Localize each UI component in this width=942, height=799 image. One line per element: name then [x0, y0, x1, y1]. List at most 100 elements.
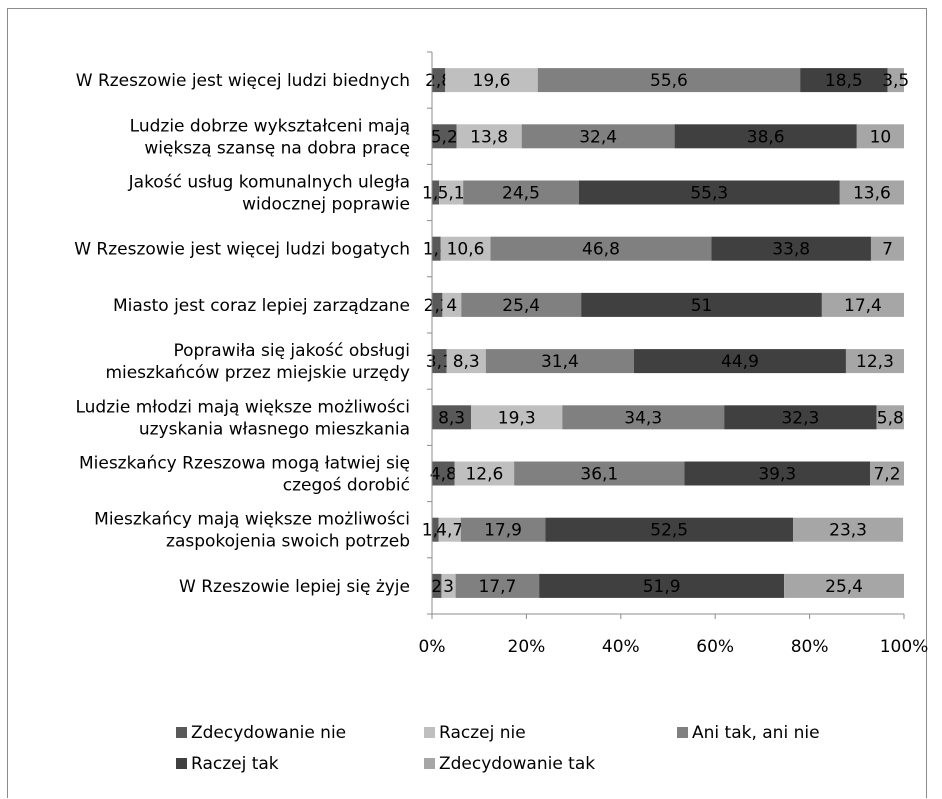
bar-segment-6-2: [446, 349, 486, 374]
data-label-1-2: 19,6: [473, 71, 511, 91]
data-label-6-1: 3,1: [426, 352, 453, 372]
data-label-9-4: 52,5: [650, 521, 688, 541]
bar-segment-7-2: [471, 405, 563, 430]
data-label-2-1: 5,2: [431, 127, 458, 147]
data-label-7-5: 5,8: [877, 408, 904, 428]
data-label-7-4: 32,3: [781, 408, 819, 428]
x-tick-label-1: 0%: [419, 637, 446, 657]
data-label-4-5: 7: [882, 240, 893, 260]
bar-segment-3-5: [839, 180, 904, 205]
category-label-8: Mieszkańcy Rzeszowa mogą łatwiej się czeg…: [79, 454, 410, 496]
bar-segment-6-4: [634, 349, 846, 374]
data-label-7-3: 34,3: [624, 408, 662, 428]
data-label-5-4: 51: [691, 296, 713, 316]
legend-label-4: Raczej tak: [191, 754, 279, 774]
data-label-3-2: 5,1: [438, 184, 465, 204]
data-label-7-2: 19,3: [498, 408, 536, 428]
bar-segment-8-4: [684, 461, 871, 486]
bar-segment-2-3: [521, 124, 675, 149]
data-label-4-4: 33,8: [772, 240, 810, 260]
data-label-8-3: 36,1: [580, 465, 618, 485]
legend-label-1: Zdecydowanie nie: [191, 723, 346, 743]
data-label-6-5: 12,3: [856, 352, 894, 372]
x-tick-label-2: 20%: [508, 637, 546, 657]
legend-swatch-1: [176, 727, 187, 738]
data-label-1-4: 18,5: [825, 71, 863, 91]
bar-segment-1-3: [537, 68, 801, 93]
data-label-1-3: 55,6: [650, 71, 688, 91]
data-label-2-2: 13,8: [470, 127, 508, 147]
bar-segment-7-5: [876, 405, 904, 430]
bar-segment-6-1: [432, 349, 447, 374]
legend-swatch-5: [424, 758, 435, 769]
bar-segment-5-1: [432, 292, 443, 317]
data-label-10-2: 3: [443, 577, 454, 597]
legend-swatch-2: [424, 727, 435, 738]
bar-segment-2-5: [856, 124, 904, 149]
data-label-1-5: 3,5: [882, 71, 909, 91]
data-label-10-3: 17,7: [478, 577, 516, 597]
bar-segment-3-3: [463, 180, 579, 205]
bar-segment-5-5: [821, 292, 904, 317]
bar-segment-9-5: [793, 517, 904, 542]
bar-segment-8-2: [454, 461, 515, 486]
data-label-9-5: 23,3: [829, 521, 867, 541]
bar-segment-4-3: [490, 236, 712, 261]
x-tick-label-3: 40%: [602, 637, 640, 657]
bar-segment-5-3: [461, 292, 582, 317]
bar-segment-5-2: [442, 292, 462, 317]
bars-layer: 2,8 19,6 55,6 18,5 3,55,2 13,8 32,4 38,6 101,55,…: [422, 68, 909, 598]
legend-label-3: Ani tak, ani nie: [692, 723, 820, 743]
bar-segment-2-1: [432, 124, 457, 149]
bar-segment-10-3: [455, 573, 540, 598]
data-label-6-2: 8,3: [453, 352, 480, 372]
category-label-10: W Rzeszowie lepiej się żyje: [179, 577, 410, 597]
bar-segment-9-3: [460, 517, 546, 542]
data-label-5-3: 25,4: [502, 296, 540, 316]
data-label-10-1: 2: [431, 577, 442, 597]
bar-segment-5-4: [581, 292, 822, 317]
category-label-4: W Rzeszowie jest więcej ludzi bogatych: [74, 240, 410, 260]
bar-segment-7-3: [562, 405, 725, 430]
bar-segment-10-4: [539, 573, 785, 598]
legend-label-5: Zdecydowanie tak: [439, 754, 595, 774]
data-label-6-3: 31,4: [541, 352, 579, 372]
bar-segment-4-5: [870, 236, 904, 261]
x-tick-label-4: 60%: [696, 637, 734, 657]
data-label-6-4: 44,9: [721, 352, 759, 372]
bar-segment-10-1: [432, 573, 442, 598]
legend: Zdecydowanie nie Raczej nie Ani tak, ani n…: [176, 723, 820, 774]
data-label-8-1: 4,8: [430, 465, 457, 485]
bar-segment-8-1: [432, 461, 455, 486]
bar-segment-4-1: [432, 236, 441, 261]
data-label-3-5: 13,6: [853, 184, 891, 204]
bar-segment-10-2: [441, 573, 456, 598]
bar-segment-1-5: [887, 68, 904, 93]
axis-layer: W Rzeszowie jest więcej ludzi biednych Lu…: [74, 51, 928, 657]
bar-segment-8-3: [514, 461, 685, 486]
category-label-3: Jakość usług komunalnych uległa widocznej…: [128, 173, 410, 215]
category-label-6: Poprawiła się jakość obsługi mieszkańców …: [105, 341, 410, 383]
data-label-10-4: 51,9: [643, 577, 681, 597]
bar-segment-3-1: [432, 180, 440, 205]
bar-segment-1-4: [800, 68, 888, 93]
data-label-5-5: 17,4: [844, 296, 882, 316]
bar-segment-6-5: [845, 349, 904, 374]
data-label-2-4: 38,6: [747, 127, 785, 147]
category-label-5: Miasto jest coraz lepiej zarządzane: [113, 296, 410, 316]
category-label-2: Ludzie dobrze wykształceni mają większą s…: [130, 116, 410, 158]
bar-segment-8-5: [870, 461, 904, 486]
category-label-1: W Rzeszowie jest więcej ludzi biednych: [76, 71, 410, 91]
bar-segment-9-1: [432, 517, 439, 542]
data-label-3-3: 24,5: [502, 184, 540, 204]
bar-segment-1-2: [445, 68, 538, 93]
bar-segment-4-4: [711, 236, 871, 261]
bar-segment-10-5: [784, 573, 904, 598]
data-label-4-3: 46,8: [582, 240, 620, 260]
bar-segment-9-2: [438, 517, 461, 542]
legend-label-2: Raczej nie: [439, 723, 526, 743]
x-tick-label-5: 80%: [791, 637, 829, 657]
bar-segment-3-2: [439, 180, 464, 205]
bar-segment-7-1: [432, 405, 472, 430]
